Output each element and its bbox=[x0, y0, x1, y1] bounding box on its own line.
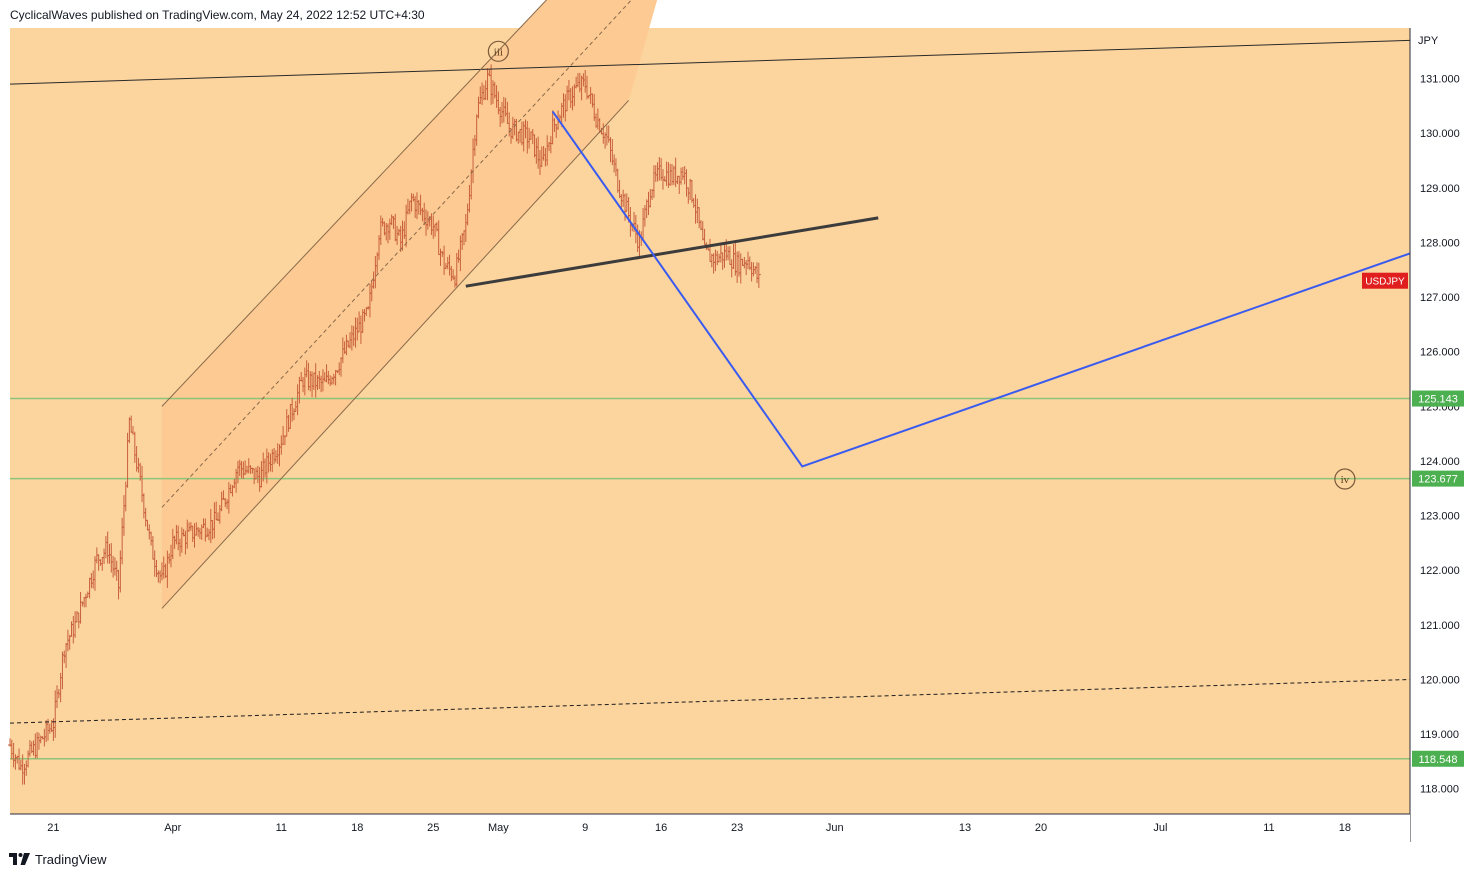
wave-label-iv: iv bbox=[1341, 474, 1350, 486]
price-tick-label: 129.000 bbox=[1420, 183, 1460, 195]
price-tick-label: 131.000 bbox=[1420, 74, 1460, 86]
symbol-label: USDJPY bbox=[1365, 277, 1405, 288]
price-tick-label: 128.000 bbox=[1420, 237, 1460, 249]
wave-label-iii: iii bbox=[494, 46, 503, 58]
price-tick-label: 119.000 bbox=[1420, 729, 1459, 741]
time-tick-label: 11 bbox=[276, 822, 287, 834]
time-tick-label: 25 bbox=[427, 822, 439, 834]
level-price-label: 123.677 bbox=[1418, 474, 1458, 486]
level-price-label: 125.143 bbox=[1418, 394, 1458, 406]
time-tick-label: 16 bbox=[655, 822, 667, 834]
time-tick-label: 11 bbox=[1263, 822, 1274, 834]
price-tick-label: 123.000 bbox=[1420, 511, 1460, 523]
price-tick-label: 120.000 bbox=[1420, 674, 1460, 686]
time-tick-label: 13 bbox=[959, 822, 971, 834]
brand-name: TradingView bbox=[35, 852, 107, 867]
footer-brand[interactable]: TradingView bbox=[9, 849, 107, 869]
time-tick-label: May bbox=[488, 822, 509, 834]
time-tick-label: Jul bbox=[1153, 822, 1167, 834]
currency-label: JPY bbox=[1418, 35, 1439, 47]
time-tick-label: 18 bbox=[1339, 822, 1351, 834]
price-tick-label: 130.000 bbox=[1420, 128, 1460, 140]
price-tick-label: 124.000 bbox=[1420, 456, 1460, 468]
price-tick-label: 121.000 bbox=[1420, 620, 1460, 632]
time-tick-label: Apr bbox=[164, 822, 181, 834]
price-axis-area bbox=[1410, 28, 1468, 814]
time-tick-label: Jun bbox=[826, 822, 844, 834]
time-tick-label: 23 bbox=[731, 822, 743, 834]
price-tick-label: 122.000 bbox=[1420, 565, 1460, 577]
level-price-label: 118.548 bbox=[1419, 754, 1458, 766]
price-tick-label: 118.000 bbox=[1420, 784, 1459, 796]
tradingview-logo-icon bbox=[9, 853, 30, 865]
time-tick-label: 20 bbox=[1035, 822, 1047, 834]
time-tick-label: 21 bbox=[47, 822, 59, 834]
time-tick-label: 9 bbox=[582, 822, 588, 834]
price-tick-label: 127.000 bbox=[1420, 292, 1460, 304]
time-axis-area bbox=[10, 814, 1410, 842]
time-tick-label: 18 bbox=[351, 822, 363, 834]
price-tick-label: 126.000 bbox=[1420, 347, 1460, 359]
